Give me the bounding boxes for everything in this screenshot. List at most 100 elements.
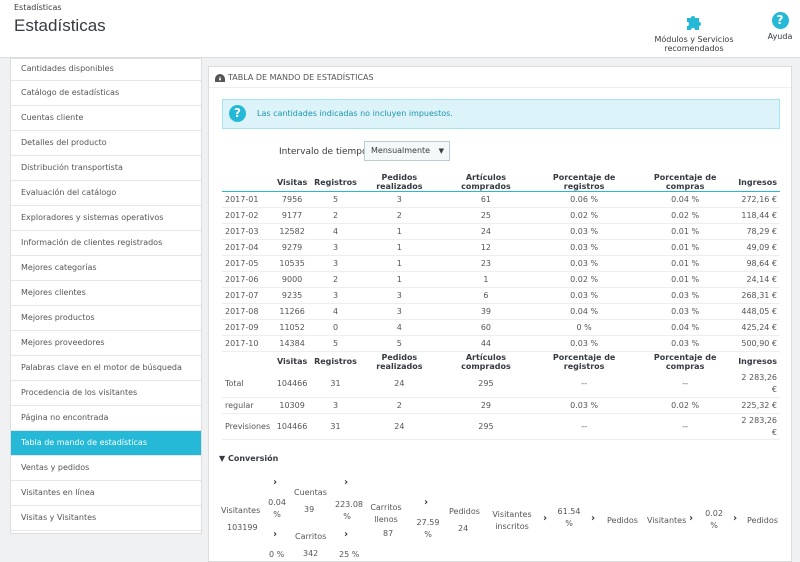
interval-select[interactable]: Mensualmente ▼ — [364, 141, 450, 161]
table-cell: 104466 — [273, 413, 312, 440]
table-row: 2017-03 12582 4 1 24 0.03 % 0.01 % 78,29 € — [222, 223, 780, 240]
conversion-title: ▼ Conversión — [219, 454, 278, 463]
funnel-cuentas-value: 39 — [304, 505, 315, 514]
table-cell: 11052 — [273, 319, 312, 336]
table-cell: 3 — [311, 397, 360, 414]
table-cell: -- — [533, 413, 636, 440]
sidebar-item-ventas-pedidos[interactable]: Ventas y pedidos — [11, 456, 201, 481]
table-cell: 0.01 % — [635, 271, 736, 288]
sidebar-item-mejores-productos[interactable]: Mejores productos — [11, 306, 201, 331]
funnel-cuentas-label: Cuentas — [294, 488, 327, 497]
table-cell: Previsiones — [222, 413, 274, 440]
table-cell: 24,14 € — [735, 271, 780, 288]
table-cell: 0.02 % — [635, 207, 736, 224]
table-header-cell: Visitas — [276, 357, 308, 367]
sidebar-item-mejores-clientes[interactable]: Mejores clientes — [11, 281, 201, 306]
table-cell: 78,29 € — [735, 223, 780, 240]
table-cell: 2017-05 — [222, 255, 274, 272]
table-cell: 9279 — [273, 239, 312, 256]
help-button[interactable]: ? Ayuda — [764, 12, 796, 41]
table-cell: 2 — [359, 397, 439, 414]
table-row: 2017-10 14384 5 5 44 0.03 % 0.03 % 500,90 € — [222, 335, 780, 352]
funnel-pct-visitantes: 0.02 % — [705, 509, 723, 530]
puzzle-icon — [687, 16, 701, 30]
table-row: 2017-04 9279 3 1 12 0.03 % 0.01 % 49,09 € — [222, 239, 780, 256]
table-cell: 2017-03 — [222, 223, 274, 240]
page-header: Estadísticas Estadísticas Módulos y Serv… — [0, 0, 800, 58]
totals-row: Previsiones 104466 31 24 295 -- -- 2 283,26 € — [222, 413, 780, 440]
table-cell: 4 — [311, 303, 360, 320]
chevron-right-icon: › — [689, 513, 694, 524]
sidebar-item-clientes-registrados[interactable]: Información de clientes registrados — [11, 231, 201, 256]
interval-label: Intervalo de tiempo — [279, 147, 368, 157]
breadcrumb[interactable]: Estadísticas — [14, 3, 62, 12]
recommended-modules-button[interactable]: Módulos y Servicios recomendados — [628, 12, 760, 53]
table-cell: 0.02 % — [635, 397, 736, 414]
table-cell: 4 — [311, 223, 360, 240]
table-cell: 0.02 % — [533, 271, 636, 288]
sidebar-item-palabras-clave[interactable]: Palabras clave en el motor de búsqueda — [11, 356, 201, 381]
table-cell: -- — [635, 371, 736, 398]
table-cell: regular — [222, 397, 274, 414]
table-header-cell: Pedidos realizados — [359, 173, 439, 192]
table-cell: 272,16 € — [735, 191, 780, 208]
table-row: 2017-07 9235 3 3 6 0.03 % 0.03 % 268,31 € — [222, 287, 780, 304]
sidebar-item-mejores-categorias[interactable]: Mejores categorías — [11, 256, 201, 281]
table-cell: 9177 — [273, 207, 312, 224]
table-cell: 31 — [311, 413, 360, 440]
table-cell: 0.01 % — [635, 223, 736, 240]
sidebar-item-cantidades-disponibles[interactable]: Cantidades disponibles — [11, 59, 201, 81]
sidebar-item-evaluacion-catalogo[interactable]: Evaluación del catálogo — [11, 181, 201, 206]
totals-row: Total 104466 31 24 295 -- -- 2 283,26 € — [222, 371, 780, 398]
help-label: Ayuda — [767, 32, 793, 41]
chevron-right-icon: › — [424, 497, 429, 508]
table-cell: 24 — [359, 413, 439, 440]
table-cell: 0.02 % — [533, 207, 636, 224]
table-cell: 24 — [359, 371, 439, 398]
table-header-cell: Artículos comprados — [461, 352, 511, 371]
chevron-right-icon: › — [273, 529, 278, 540]
sidebar-item-procedencia-visitantes[interactable]: Procedencia de los visitantes — [11, 381, 201, 406]
funnel-pct-carritos: 0 % — [269, 550, 285, 559]
funnel-inscritos-label: Visitantes inscritos — [492, 510, 532, 531]
funnel-carritos-llenos-label: Carritos llenos — [370, 503, 402, 524]
funnel-visitantes-label-2: Visitantes — [647, 516, 687, 525]
table-cell: 2017-04 — [222, 239, 274, 256]
funnel-pct-inscritos: 61.54 % — [557, 507, 581, 528]
sidebar-item-exploradores[interactable]: Exploradores y sistemas operativos — [11, 206, 201, 231]
sidebar-item-tabla-de-mando[interactable]: Tabla de mando de estadísticas — [11, 431, 201, 456]
sidebar-item-visitantes-en-linea[interactable]: Visitantes en línea — [11, 481, 201, 506]
funnel-pedidos-value: 24 — [458, 524, 469, 533]
sidebar-item-distribucion-transportista[interactable]: Distribución transportista — [11, 156, 201, 181]
table-header-cell: Porcentaje de compras — [635, 173, 736, 192]
sidebar-item-catalogo-estadisticas[interactable]: Catálogo de estadísticas — [11, 81, 201, 106]
funnel-carritos-label: Carritos — [295, 532, 327, 541]
table-cell: 0 % — [533, 319, 636, 336]
info-icon: ? — [229, 105, 246, 122]
table-header-cell — [222, 352, 273, 372]
sidebar-item-mejores-proveedores[interactable]: Mejores proveedores — [11, 331, 201, 356]
table-cell: 295 — [438, 413, 534, 440]
table-cell: -- — [635, 413, 736, 440]
sidebar-item-pagina-no-encontrada[interactable]: Página no encontrada — [11, 406, 201, 431]
table-cell: 12 — [438, 239, 534, 256]
chevron-right-icon: › — [591, 513, 596, 524]
table-cell: 0.03 % — [533, 239, 636, 256]
funnel-pedidos-label-3: Pedidos — [747, 516, 778, 525]
table-header-cell: Porcentaje de registros — [552, 352, 616, 371]
table-cell: 11266 — [273, 303, 312, 320]
table-header-cell: Porcentaje de compras — [653, 352, 717, 371]
table-header-cell: Visitas — [273, 173, 312, 192]
table-cell: 25 — [438, 207, 534, 224]
tax-info-alert: ? Las cantidades indicadas no incluyen i… — [222, 99, 780, 129]
sidebar-item-cuentas-cliente[interactable]: Cuentas cliente — [11, 106, 201, 131]
table-cell: 1 — [359, 223, 439, 240]
sidebar-item-visitas-visitantes[interactable]: Visitas y Visitantes — [11, 506, 201, 531]
sidebar-item-detalles-producto[interactable]: Detalles del producto — [11, 131, 201, 156]
table-cell: 29 — [438, 397, 534, 414]
funnel-pedidos-label: Pedidos — [449, 507, 480, 516]
table-cell: 2017-06 — [222, 271, 274, 288]
funnel-pct-cuentas-llenos: 223.08 % — [335, 500, 363, 521]
table-cell: 268,31 € — [735, 287, 780, 304]
table-cell: 425,24 € — [735, 319, 780, 336]
